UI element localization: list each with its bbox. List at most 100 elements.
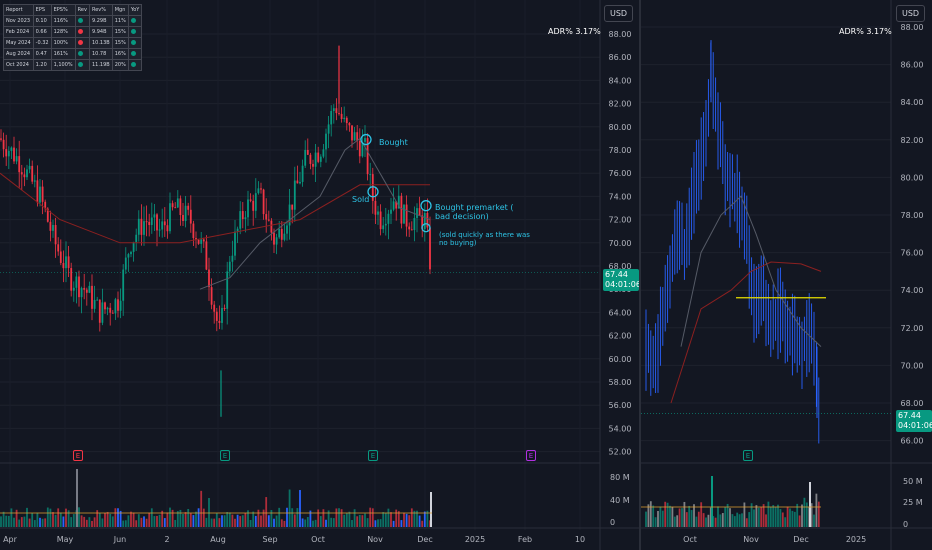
- right-volume-bar: [685, 512, 688, 527]
- candle-body: [218, 320, 221, 323]
- right-volume-bar: [767, 501, 770, 527]
- volume-bar: [309, 510, 312, 527]
- volume-bar: [163, 518, 166, 527]
- right-earnings-badge[interactable]: E: [743, 450, 753, 461]
- volume-bar: [343, 514, 346, 527]
- candle-body: [132, 242, 135, 252]
- right-volume-bar: [801, 504, 803, 527]
- volume-bar: [377, 519, 379, 527]
- table-cell: 9.29B: [88, 15, 113, 27]
- candle-body: [405, 204, 408, 227]
- table-header-row: Report EPS EPS% Rev Rev% Mgn YoY: [3, 4, 143, 16]
- volume-bar: [195, 511, 197, 527]
- volume-bar: [20, 517, 23, 527]
- right-volume-bar: [784, 517, 787, 527]
- left-time-axis-label: Feb: [518, 535, 532, 544]
- status-dot-icon: [77, 28, 83, 34]
- candle-body: [400, 195, 403, 224]
- volume-bar: [351, 520, 353, 527]
- volume-bar: [33, 520, 36, 527]
- right-volume-bar: [755, 505, 758, 527]
- volume-bar: [169, 507, 171, 527]
- right-volume-bar: [724, 507, 727, 527]
- left-price-chart[interactable]: 88.00 86.00 84.00 82.00 80.00 78.00 76.00 74.00…: [0, 0, 640, 550]
- candle-body: [221, 307, 223, 323]
- candle-body: [150, 217, 153, 225]
- candle-body: [117, 299, 119, 311]
- status-dot-cell: [74, 59, 90, 71]
- volume-bar: [249, 520, 252, 527]
- right-price-chart[interactable]: 88.00 86.00 84.00 82.00 80.00 78.00 76.00 74.00…: [641, 0, 932, 550]
- volume-bar: [145, 518, 148, 527]
- volume-bar: [187, 508, 190, 527]
- candle-body: [306, 149, 309, 155]
- candle-body: [2, 139, 5, 150]
- volume-bar: [119, 510, 122, 527]
- left-time-axis-label: May: [57, 535, 74, 544]
- right-volume-axis-label: 25 M: [903, 498, 923, 507]
- left-current-price: 67.44: [605, 270, 628, 279]
- right-volume-bar: [673, 516, 676, 527]
- volume-bar: [408, 515, 411, 527]
- table-cell: 11.19B: [88, 59, 113, 71]
- candle-body: [273, 232, 275, 245]
- volume-bar: [418, 515, 421, 527]
- volume-bar: [88, 517, 91, 527]
- volume-bar: [205, 517, 208, 527]
- volume-bar: [150, 508, 153, 527]
- left-price-axis-label: 76.00: [609, 169, 632, 178]
- candle-body: [15, 156, 18, 162]
- right-volume-bar: [688, 505, 691, 527]
- panel-divider[interactable]: [639, 0, 641, 550]
- volume-bar: [345, 513, 348, 527]
- status-dot-cell: [127, 37, 143, 49]
- left-price-axis-label: 84.00: [609, 76, 632, 85]
- candle-body: [130, 251, 132, 255]
- earnings-badge-green-1[interactable]: E: [220, 450, 230, 461]
- volume-bar: [72, 514, 75, 527]
- right-volume-bar: [649, 501, 652, 527]
- right-chart-panel[interactable]: 88.00 86.00 84.00 82.00 80.00 78.00 76.00 74.00…: [641, 0, 932, 550]
- earnings-badge-green-2[interactable]: E: [368, 450, 378, 461]
- candle-body: [59, 251, 62, 263]
- candle-body: [296, 180, 299, 184]
- volume-bar: [413, 510, 416, 527]
- candle-body: [379, 211, 382, 230]
- candle-body: [247, 199, 249, 218]
- volume-bar: [254, 515, 257, 527]
- status-dot-cell: [127, 26, 143, 38]
- volume-bar: [273, 518, 275, 527]
- right-volume-bar: [707, 514, 710, 527]
- volume-bar: [176, 511, 179, 527]
- earnings-badge-red[interactable]: E: [73, 450, 83, 461]
- candle-body: [75, 276, 78, 288]
- volume-bar: [330, 517, 333, 527]
- candle-body: [410, 229, 413, 231]
- left-time-axis-label: Oct: [311, 535, 325, 544]
- candle-body: [28, 165, 31, 170]
- earnings-badge-upcoming[interactable]: E: [526, 450, 536, 461]
- volume-bar: [57, 508, 60, 527]
- volume-bar: [109, 513, 112, 527]
- right-price-axis-label: 80.00: [901, 173, 924, 182]
- right-price-axis-label: 76.00: [901, 249, 924, 258]
- volume-bar: [54, 514, 57, 527]
- right-time-axis-label: Dec: [793, 535, 808, 544]
- volume-bar: [348, 511, 351, 527]
- candle-body: [7, 150, 10, 157]
- volume-bar: [135, 520, 138, 527]
- volume-bar: [291, 508, 294, 527]
- right-volume-bar: [645, 511, 647, 527]
- candle-body: [213, 304, 216, 312]
- status-dot-cell: [127, 48, 143, 60]
- right-currency-button[interactable]: USD: [896, 5, 926, 22]
- volume-bar: [59, 512, 62, 527]
- left-chart-panel[interactable]: 88.00 86.00 84.00 82.00 80.00 78.00 76.00 74.00…: [0, 0, 641, 550]
- volume-bar: [283, 520, 286, 527]
- volume-bar: [223, 515, 226, 527]
- right-volume-bar: [729, 508, 731, 527]
- candle-body: [223, 307, 226, 309]
- left-currency-button[interactable]: USD: [604, 5, 634, 22]
- left-countdown: 04:01:06: [605, 280, 641, 289]
- candle-body: [20, 172, 23, 175]
